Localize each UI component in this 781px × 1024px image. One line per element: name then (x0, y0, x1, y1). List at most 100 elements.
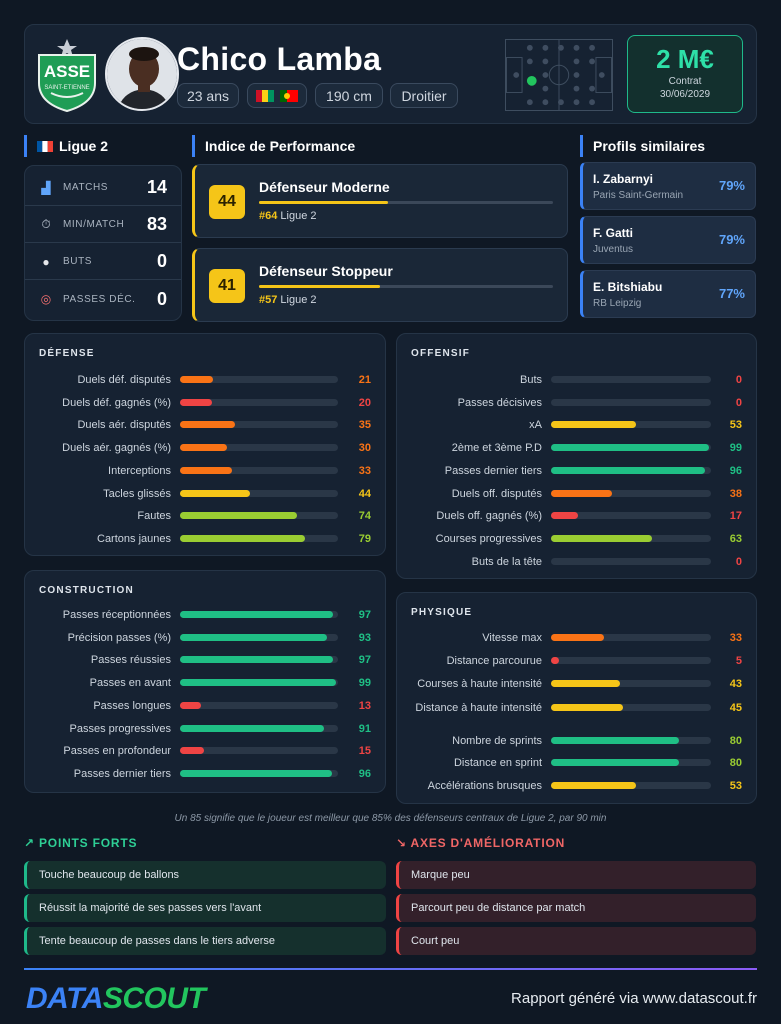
club-logo-icon: ASSE SAINT-ETIENNE (38, 39, 96, 113)
similarity-percent: 77% (718, 286, 745, 301)
defense-title: DÉFENSE (39, 348, 95, 359)
foot-badge: Droitier (390, 83, 458, 108)
stat-value: 63 (729, 532, 742, 545)
target-icon: ◎ (40, 292, 52, 306)
improvements-title: AXES D'AMÉLIORATION (410, 836, 566, 850)
stat-bar (180, 633, 338, 641)
stat-bar (180, 679, 338, 687)
stat-label: Buts (519, 374, 542, 386)
percentile-note: Un 85 signifie que le joueur est meilleu… (174, 813, 607, 824)
contract-label: Contrat (668, 76, 702, 87)
improvements-header: ↘ AXES D'AMÉLIORATION (396, 836, 565, 850)
stat-label: Distance à haute intensité (415, 702, 542, 714)
rank-league: Ligue 2 (280, 210, 317, 222)
stat-bar (551, 737, 711, 744)
player-name: Chico Lamba (177, 41, 382, 77)
trend-up-icon: ↗ (24, 836, 39, 850)
construction-title: CONSTRUCTION (39, 585, 134, 596)
league-stat-row: ◎ PASSES DÉC. 0 (25, 281, 181, 317)
stat-value: 33 (729, 632, 742, 644)
stat-bar (551, 376, 711, 383)
similarity-percent: 79% (718, 232, 745, 247)
stat-label: Passes dernier tiers (444, 464, 542, 477)
stat-label: Duels déf. disputés (77, 374, 171, 386)
stat-label: Passes progressives (69, 722, 172, 735)
stat-label: xA (529, 419, 542, 432)
league-stat-label: MIN/MATCH (63, 219, 125, 230)
similar-player-card[interactable]: E. Bitshiabu RB Leipzig 77% (580, 270, 756, 318)
stat-bar (180, 701, 338, 709)
performance-card: 41 Défenseur Stoppeur #57 Ligue 2 (192, 248, 568, 322)
strengths-header: ↗ POINTS FORTS (24, 836, 137, 850)
nationality-flags (247, 83, 307, 108)
stat-value: 17 (729, 510, 742, 523)
strength-item: Tente beaucoup de passes dans le tiers a… (24, 927, 386, 955)
league-stat-label: MATCHS (63, 182, 109, 193)
stat-value: 35 (358, 419, 371, 432)
stat-value: 91 (358, 722, 371, 735)
stat-value: 97 (358, 609, 371, 621)
league-stat-value: 83 (146, 214, 167, 234)
stat-value: 74 (358, 510, 371, 523)
stat-label: Passes dernier tiers (73, 767, 171, 780)
player-photo (105, 37, 179, 111)
stat-value: 99 (358, 677, 371, 690)
improvement-item: Court peu (396, 927, 756, 955)
league-stat-value: 0 (156, 288, 167, 309)
rank-league: Ligue 2 (280, 294, 317, 306)
stat-value: 93 (358, 631, 371, 644)
market-value-card: 2 M€ Contrat 30/06/2029 (627, 35, 743, 113)
pitch-icon: ▟ (41, 180, 51, 195)
stat-label: Distance parcourue (446, 655, 542, 667)
stat-label: Passes longues (93, 699, 171, 712)
stat-bar (180, 376, 338, 383)
construction-panel: CONSTRUCTION Passes réceptionnées 97 Préci… (24, 570, 386, 793)
rank-number: #64 (259, 210, 278, 222)
stat-bar (551, 398, 711, 406)
strengths-title: POINTS FORTS (39, 836, 138, 850)
stat-bar (180, 398, 338, 406)
stat-label: Précision passes (%) (67, 631, 171, 644)
stat-value: 15 (358, 745, 371, 758)
physical-panel: PHYSIQUE Vitesse max 33 Distance parcourue… (396, 592, 757, 804)
stat-label: 2ème et 3ème P.D (451, 442, 542, 455)
performance-rank: #57 Ligue 2 (259, 294, 317, 306)
stat-label: Distance en sprint (453, 757, 542, 769)
league-stat-value: 14 (146, 177, 167, 197)
stat-value: 20 (358, 396, 371, 409)
league-stat-row: ● BUTS 0 (25, 244, 181, 280)
stat-label: Duels déf. gagnés (%) (62, 396, 171, 409)
performance-card: 44 Défenseur Moderne #64 Ligue 2 (192, 164, 568, 238)
performance-score: 41 (209, 269, 245, 303)
stat-bar (551, 634, 711, 641)
flags-icon (256, 89, 298, 102)
stat-bar (551, 782, 711, 789)
similar-player-card[interactable]: F. Gatti Juventus 79% (580, 216, 756, 264)
similar-player-name: F. Gatti (593, 226, 634, 240)
rank-number: #57 (259, 294, 278, 306)
stat-bar (180, 444, 338, 452)
stat-bar (551, 657, 711, 664)
stat-label: Duels aér. gagnés (%) (62, 442, 171, 455)
performance-score: 44 (209, 185, 245, 219)
stat-label: Nombre de sprints (452, 735, 542, 747)
improvement-item: Marque peu (396, 861, 756, 889)
stat-label: Accélérations brusques (427, 780, 542, 792)
stat-value: 0 (735, 396, 742, 409)
brand-left: DATA (26, 982, 103, 1015)
position-pitch (505, 39, 613, 111)
stat-bar (551, 512, 711, 520)
stat-label: Fautes (137, 510, 171, 523)
similar-player-card[interactable]: I. Zabarnyi Paris Saint-Germain 79% (580, 162, 756, 210)
stat-value: 96 (358, 767, 371, 780)
stat-value: 33 (358, 464, 371, 477)
performance-rank: #64 Ligue 2 (259, 210, 317, 222)
similar-header: Profils similaires (580, 135, 705, 157)
market-value: 2 M€ (656, 44, 714, 74)
stat-label: Passes décisives (457, 396, 542, 409)
physical-title: PHYSIQUE (411, 607, 473, 618)
svg-text:SAINT-ETIENNE: SAINT-ETIENNE (44, 85, 89, 91)
brand-logo: DATASCOUT (26, 982, 206, 1016)
stat-bar (551, 444, 711, 452)
stat-label: Courses progressives (435, 532, 542, 545)
